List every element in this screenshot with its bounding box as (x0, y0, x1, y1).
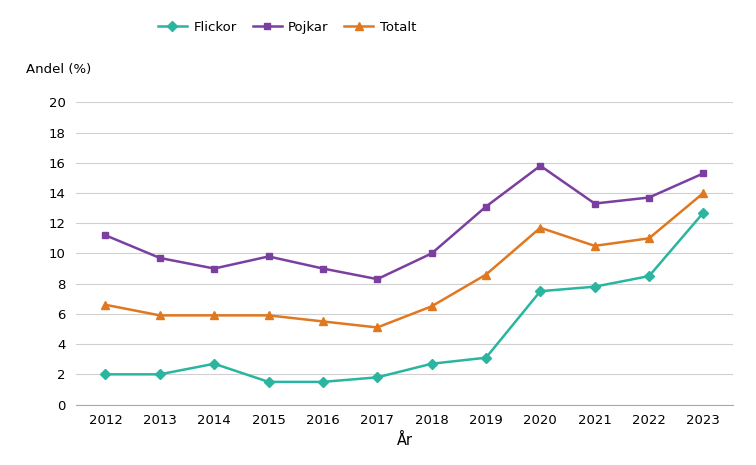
Pojkar (482, 204, 491, 209)
Flickor (590, 284, 600, 289)
Totalt (482, 272, 491, 277)
Flickor (101, 372, 110, 377)
Flickor (209, 361, 218, 366)
Totalt (155, 312, 164, 318)
Pojkar (209, 266, 218, 271)
Totalt (373, 325, 382, 330)
Pojkar (427, 251, 436, 256)
Line: Pojkar: Pojkar (102, 162, 707, 283)
Pojkar (318, 266, 327, 271)
Pojkar (590, 201, 600, 206)
Totalt (264, 312, 273, 318)
Flickor (264, 379, 273, 385)
Totalt (699, 190, 708, 196)
Line: Flickor: Flickor (102, 209, 707, 385)
X-axis label: År: År (396, 433, 413, 448)
Pojkar (155, 255, 164, 261)
Flickor (427, 361, 436, 366)
Totalt (209, 312, 218, 318)
Totalt (590, 243, 600, 249)
Pojkar (536, 163, 545, 168)
Totalt (536, 225, 545, 231)
Line: Totalt: Totalt (101, 189, 708, 332)
Flickor (482, 355, 491, 360)
Flickor (373, 375, 382, 380)
Pojkar (373, 276, 382, 282)
Totalt (427, 304, 436, 309)
Pojkar (264, 253, 273, 259)
Pojkar (645, 195, 654, 200)
Flickor (318, 379, 327, 385)
Pojkar (699, 171, 708, 176)
Flickor (536, 288, 545, 294)
Totalt (645, 235, 654, 241)
Flickor (645, 273, 654, 279)
Totalt (318, 319, 327, 324)
Flickor (155, 372, 164, 377)
Totalt (101, 302, 110, 308)
Pojkar (101, 232, 110, 238)
Flickor (699, 210, 708, 215)
Legend: Flickor, Pojkar, Totalt: Flickor, Pojkar, Totalt (158, 20, 417, 33)
Text: Andel (%): Andel (%) (26, 63, 91, 76)
